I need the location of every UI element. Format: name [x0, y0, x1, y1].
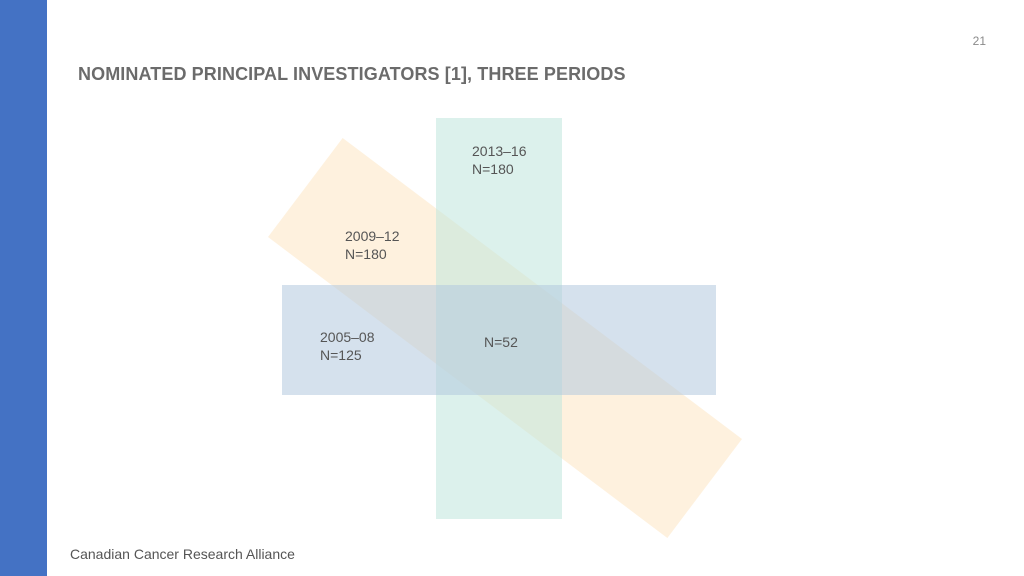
- count-label: N=125: [320, 347, 362, 363]
- label-2013-16: 2013–16 N=180: [472, 142, 527, 178]
- period-label: 2005–08: [320, 329, 375, 345]
- page-number: 21: [972, 34, 986, 48]
- label-2005-08: 2005–08 N=125: [320, 328, 375, 364]
- label-2009-12: 2009–12 N=180: [345, 227, 400, 263]
- count-label: N=52: [484, 334, 518, 350]
- period-label: 2013–16: [472, 143, 527, 159]
- band-2005-08: [282, 285, 716, 395]
- count-label: N=180: [345, 246, 387, 262]
- slide-title: NOMINATED PRINCIPAL INVESTIGATORS [1], T…: [78, 64, 626, 84]
- count-label: N=180: [472, 161, 514, 177]
- left-accent-bar: [0, 0, 47, 576]
- label-overlap: N=52: [484, 333, 518, 351]
- period-label: 2009–12: [345, 228, 400, 244]
- footer-organization: Canadian Cancer Research Alliance: [70, 546, 295, 562]
